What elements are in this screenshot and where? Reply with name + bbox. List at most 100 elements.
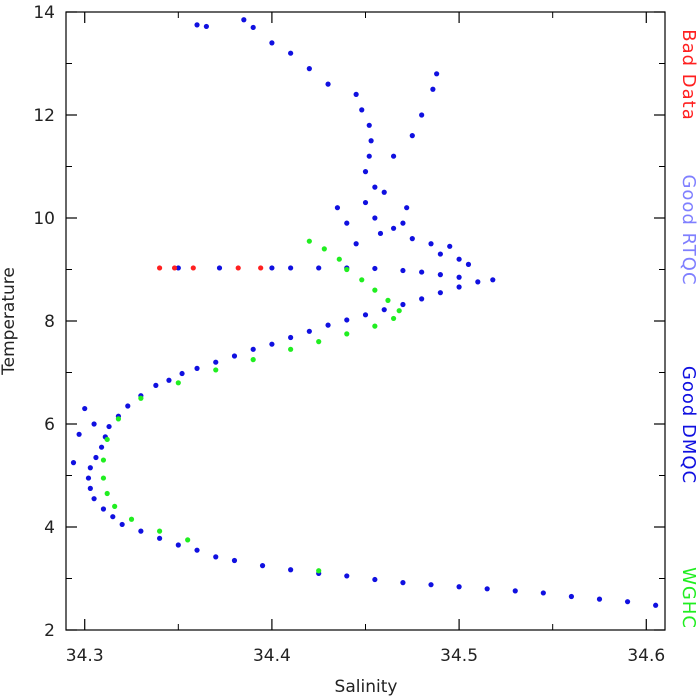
y-tick-label: 10 [33,209,55,229]
data-point-wghc [321,246,327,252]
data-point-bad-data [171,265,178,271]
data-point-good-dmqc [540,590,546,596]
data-point-good-dmqc [368,138,374,144]
data-point-wghc [175,380,181,386]
axis-ticks: 34.3 34.4 34.5 34.6 2 4 6 8 10 12 14 [33,3,665,666]
data-point-good-dmqc [419,269,425,275]
data-point-good-dmqc [400,220,406,226]
data-point-wghc [372,287,378,293]
data-point-wghc [156,528,163,534]
data-point-good-dmqc [377,230,384,237]
data-point-good-dmqc [366,122,372,128]
data-point-good-dmqc [390,153,397,159]
data-point-good-dmqc [288,265,294,271]
data-point-good-dmqc [194,547,200,553]
x-tick-label: 34.3 [66,646,104,666]
data-point-wghc [213,367,219,373]
data-point-good-dmqc [381,189,387,195]
data-point-good-dmqc [409,236,415,242]
data-point-good-dmqc [153,382,159,388]
data-point-bad-data [235,265,241,271]
data-point-good-dmqc [404,205,410,211]
data-point-good-dmqc [269,341,275,347]
data-point-good-dmqc [344,220,350,226]
data-point-good-dmqc [306,328,312,334]
data-point-wghc [104,436,110,443]
data-point-good-dmqc [484,586,490,592]
data-point-good-dmqc [372,265,378,272]
data-point-wghc [115,416,122,422]
data-points [70,17,659,608]
data-point-good-dmqc [175,265,181,271]
data-point-good-dmqc [288,334,294,341]
data-point-good-dmqc [213,359,219,365]
legend-entry-bad-data: Bad Data [678,29,699,121]
data-point-good-dmqc [70,460,77,466]
data-point-good-dmqc [430,86,436,92]
data-point-good-dmqc [456,284,462,290]
data-point-good-dmqc [400,580,406,586]
data-point-good-dmqc [372,576,378,583]
data-point-good-dmqc [428,241,434,247]
data-point-good-dmqc [93,454,99,461]
data-point-good-dmqc [194,365,200,371]
legend-entry-good-rtqc: Good RTQC [678,174,699,285]
x-tick-label: 34.6 [627,646,665,666]
data-point-good-dmqc [381,307,387,313]
y-tick-label: 14 [33,3,55,23]
data-point-good-dmqc [344,573,350,579]
data-point-good-dmqc [110,514,116,520]
data-point-good-dmqc [372,215,378,221]
data-point-good-dmqc [125,403,131,409]
data-point-good-dmqc [362,312,369,318]
data-point-good-dmqc [456,584,462,590]
data-point-good-dmqc [372,184,378,190]
data-point-good-dmqc [87,465,93,471]
y-tick-label: 12 [33,106,55,126]
data-point-good-dmqc [269,40,275,46]
data-point-wghc [336,256,342,262]
data-point-good-dmqc [325,322,331,328]
x-axis-title: Salinity [335,677,398,697]
data-point-good-dmqc [250,346,256,352]
data-point-good-dmqc [241,17,247,23]
data-point-wghc [344,266,350,273]
data-point-good-dmqc [250,24,256,31]
data-point-good-dmqc [166,377,172,383]
data-point-good-dmqc [194,22,200,28]
data-point-wghc [112,503,118,509]
data-point-good-dmqc [568,593,575,600]
data-point-good-dmqc [437,272,443,278]
data-point-good-dmqc [106,423,112,430]
data-point-good-dmqc [437,251,443,257]
data-point-good-dmqc [359,107,365,113]
data-point-good-dmqc [288,50,294,56]
data-point-good-dmqc [353,241,359,247]
data-point-wghc [316,339,322,345]
data-point-wghc [100,457,107,463]
plot-border [65,11,666,631]
y-tick-label: 4 [44,518,55,538]
data-point-good-dmqc [203,23,209,30]
data-point-good-dmqc [325,81,331,87]
data-point-good-dmqc [259,563,266,569]
data-point-wghc [185,537,191,543]
data-point-good-dmqc [91,421,97,427]
data-point-good-dmqc [437,290,443,296]
data-point-good-dmqc [624,599,631,605]
data-point-good-dmqc [390,225,397,231]
data-point-good-dmqc [100,506,107,512]
data-point-good-dmqc [465,261,472,267]
y-tick-label: 8 [44,312,55,332]
data-point-good-dmqc [91,496,97,502]
data-point-good-dmqc [87,485,93,491]
data-point-wghc [385,297,391,303]
data-point-good-dmqc [76,431,82,437]
data-point-good-dmqc [213,554,219,560]
data-point-good-dmqc [400,267,406,274]
data-point-wghc [344,331,350,337]
data-point-good-dmqc [400,301,406,308]
x-tick-label: 34.4 [253,646,291,666]
data-point-good-dmqc [596,596,603,602]
data-point-good-dmqc [419,296,425,302]
